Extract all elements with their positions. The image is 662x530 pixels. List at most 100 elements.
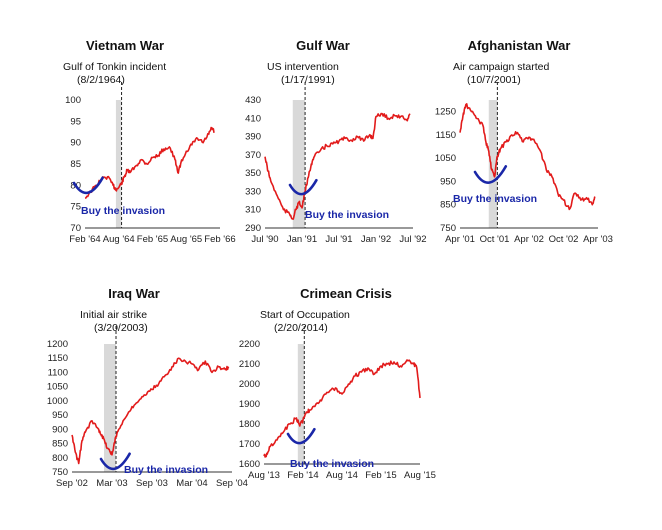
x-tick-label: Aug '64 [103, 234, 135, 245]
series-line [459, 103, 596, 211]
event-label: US intervention [267, 61, 339, 73]
y-tick-label: 350 [245, 168, 261, 179]
y-tick-label: 1050 [47, 382, 68, 393]
y-tick-label: 95 [70, 116, 81, 127]
chart-crimean-crisis: Crimean Crisis Start of Occupation(2/20/2… [239, 286, 436, 481]
buy-arc-annotation [99, 452, 131, 471]
x-tick-label: Feb '15 [365, 470, 396, 481]
x-tick-label: Feb '65 [137, 234, 168, 245]
x-tick-label: Aug '14 [326, 470, 358, 481]
y-tick-label: 2100 [239, 359, 260, 370]
event-shade [488, 100, 498, 228]
y-tick-label: 290 [245, 223, 261, 234]
x-tick-label: Apr '02 [514, 234, 544, 245]
y-tick-label: 1250 [435, 107, 456, 118]
y-tick-label: 1150 [436, 130, 456, 141]
event-shade [297, 344, 305, 464]
x-tick-label: Aug '15 [404, 470, 436, 481]
chart-title: Crimean Crisis [300, 286, 392, 301]
y-tick-label: 75 [70, 202, 81, 213]
y-tick-label: 1800 [239, 419, 260, 430]
chart-title: Iraq War [108, 286, 160, 301]
x-tick-label: Feb '66 [204, 234, 235, 245]
x-tick-label: Aug '13 [248, 470, 280, 481]
event-date: (3/20/2003) [94, 322, 148, 334]
chart-iraq-war: Iraq War Initial air strike(3/20/2003) 120… [47, 286, 248, 489]
x-tick-label: Sep '04 [216, 478, 248, 489]
y-tick-label: 410 [245, 113, 261, 124]
chart-vietnam-war: Vietnam War Gulf of Tonkin incident(8/2/1… [63, 38, 236, 245]
series-line [263, 359, 421, 458]
buy-the-invasion-label: Buy the invasion [305, 209, 389, 221]
y-tick-label: 900 [52, 424, 68, 435]
y-tick-label: 850 [440, 200, 456, 211]
y-tick-label: 1000 [47, 396, 68, 407]
buy-the-invasion-label: Buy the invasion [290, 458, 374, 470]
x-tick-label: Jul '92 [399, 234, 426, 245]
y-tick-label: 2200 [239, 339, 260, 350]
event-date: (10/7/2001) [467, 74, 521, 86]
buy-the-invasion-label: Buy the invasion [81, 205, 165, 217]
buy-arc-annotation [72, 176, 104, 195]
x-tick-label: Apr '01 [445, 234, 475, 245]
chart-title: Gulf War [296, 38, 350, 53]
event-date: (1/17/1991) [281, 74, 335, 86]
x-tick-label: Jan '92 [361, 234, 391, 245]
event-label: Initial air strike [80, 309, 147, 321]
y-tick-label: 1150 [48, 353, 68, 364]
y-tick-label: 1100 [48, 367, 68, 378]
y-tick-label: 85 [70, 159, 81, 170]
y-tick-label: 100 [65, 95, 81, 106]
event-shade [292, 100, 306, 228]
x-tick-label: Oct '01 [480, 234, 510, 245]
y-tick-label: 90 [70, 138, 81, 149]
y-tick-label: 1600 [239, 459, 260, 470]
y-tick-label: 330 [245, 186, 261, 197]
x-tick-label: Feb '14 [287, 470, 318, 481]
x-tick-label: Sep '02 [56, 478, 88, 489]
event-date: (2/20/2014) [274, 322, 328, 334]
series-line [264, 112, 411, 220]
y-tick-label: 800 [52, 453, 68, 464]
y-tick-label: 850 [52, 439, 68, 450]
y-tick-label: 1200 [47, 339, 68, 350]
buy-the-invasion-label: Buy the invasion [453, 193, 537, 205]
buy-the-invasion-label: Buy the invasion [124, 464, 208, 476]
y-tick-label: 1050 [435, 153, 456, 164]
y-tick-label: 390 [245, 132, 261, 143]
event-label: Gulf of Tonkin incident [63, 61, 166, 73]
y-tick-label: 430 [245, 95, 261, 106]
x-tick-label: Aug '65 [170, 234, 202, 245]
y-tick-label: 1700 [239, 439, 260, 450]
buy-arc-annotation [286, 427, 316, 445]
event-date: (8/2/1964) [77, 74, 125, 86]
y-tick-label: 1900 [239, 399, 260, 410]
x-tick-label: Feb '64 [69, 234, 100, 245]
y-tick-label: 950 [52, 410, 68, 421]
event-shade [115, 100, 122, 228]
y-tick-label: 370 [245, 150, 261, 161]
x-tick-label: Sep '03 [136, 478, 168, 489]
y-tick-label: 310 [245, 205, 261, 216]
series-line [84, 126, 215, 199]
series-line [71, 357, 230, 465]
x-tick-label: Oct '02 [549, 234, 579, 245]
x-tick-label: Mar '04 [176, 478, 207, 489]
x-tick-label: Jan '91 [287, 234, 317, 245]
event-label: Start of Occupation [260, 309, 350, 321]
chart-afghanistan-war: Afghanistan War Air campaign started(10/7… [435, 38, 613, 245]
y-tick-label: 750 [440, 223, 456, 234]
buy-arc-annotation [473, 165, 508, 184]
chart-title: Afghanistan War [468, 38, 571, 53]
x-tick-label: Mar '03 [96, 478, 127, 489]
x-tick-label: Apr '03 [583, 234, 613, 245]
x-tick-label: Jul '90 [251, 234, 278, 245]
y-tick-label: 750 [52, 467, 68, 478]
y-tick-label: 70 [70, 223, 81, 234]
chart-title: Vietnam War [86, 38, 164, 53]
x-tick-label: Jul '91 [325, 234, 352, 245]
buy-arc-annotation [288, 178, 318, 196]
y-tick-label: 2000 [239, 379, 260, 390]
event-label: Air campaign started [453, 61, 549, 73]
event-shade [104, 344, 116, 472]
